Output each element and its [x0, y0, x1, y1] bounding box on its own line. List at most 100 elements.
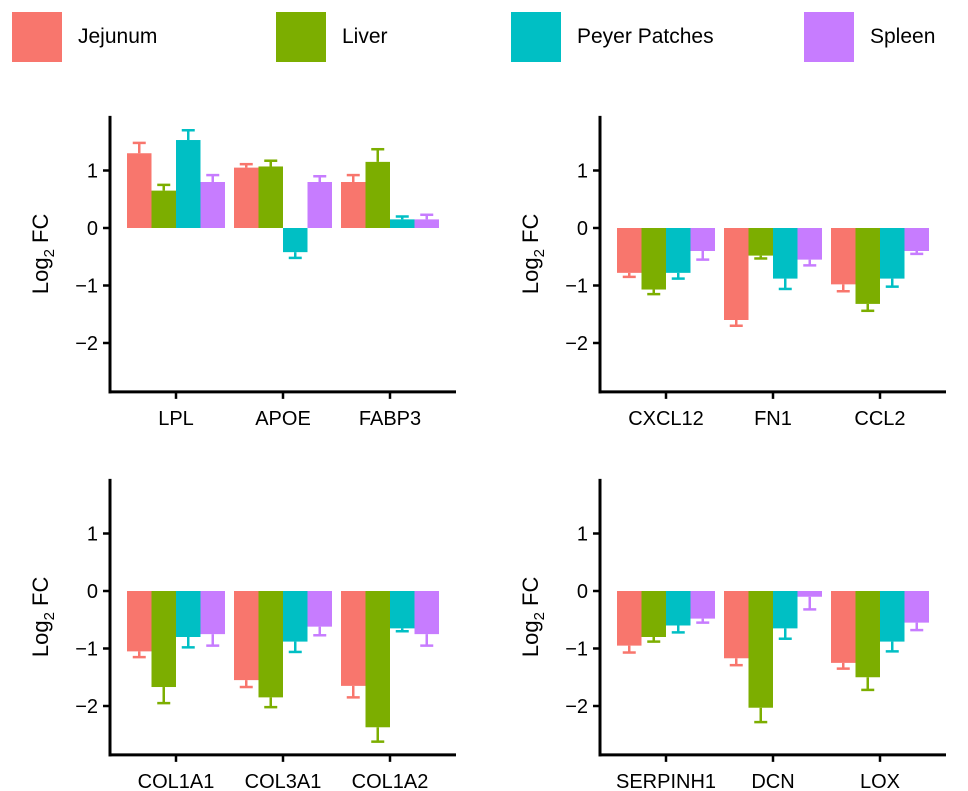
bar-col3a1-spleen: [307, 591, 332, 627]
x-tick-label: FABP3: [359, 408, 421, 430]
y-axis-label-subscript: 2: [41, 249, 58, 257]
x-tick-label: FN1: [754, 408, 792, 430]
bar-ccl2-peyer-patches: [880, 228, 905, 279]
bar-apoe-liver: [258, 166, 283, 228]
chart-panel-4: 1 0 −1 −2 Log2 FC SERPINH1 DCN LOX: [518, 478, 946, 791]
bar-lox-jejunum: [831, 591, 856, 663]
legend-swatch-jejunum: [12, 12, 62, 62]
bar-lpl-peyer-patches: [176, 140, 201, 228]
bar-dcn-spleen: [797, 591, 822, 597]
bar-cxcl12-liver: [641, 228, 666, 290]
bar-ccl2-jejunum: [831, 228, 856, 285]
bar-col1a2-liver: [365, 591, 390, 728]
y-tick-label: −2: [565, 696, 588, 718]
bar-fn1-peyer-patches: [773, 228, 798, 279]
legend: Jejunum Liver Peyer Patches Spleen: [0, 0, 968, 75]
y-axis-label-tail: FC: [518, 214, 543, 250]
bar-col3a1-jejunum: [234, 591, 259, 681]
bar-col1a2-jejunum: [341, 591, 366, 686]
y-tick-label: −2: [75, 333, 98, 355]
bar-ccl2-liver: [855, 228, 880, 304]
chart-panel-2: 1 0 −1 −2 Log2 FC CXCL12 FN1 CCL2: [518, 115, 946, 430]
bar-lpl-spleen: [200, 182, 225, 228]
y-tick-label: 1: [87, 524, 98, 546]
bar-col1a2-peyer-patches: [390, 591, 415, 629]
y-tick-label: 1: [577, 524, 588, 546]
y-tick-label: −1: [75, 276, 98, 298]
bar-lox-peyer-patches: [880, 591, 905, 642]
x-tick-label: APOE: [255, 408, 311, 430]
bar-fabp3-peyer-patches: [390, 219, 415, 228]
y-tick-label: 0: [87, 218, 98, 240]
bar-cxcl12-jejunum: [617, 228, 642, 273]
y-tick-label: −1: [565, 276, 588, 298]
bar-fn1-spleen: [797, 228, 822, 260]
legend-label-jejunum: Jejunum: [78, 25, 158, 48]
y-axis-label-tail: FC: [28, 214, 53, 250]
bar-fn1-jejunum: [724, 228, 749, 320]
y-axis-label-subscript: 2: [531, 249, 548, 257]
bar-apoe-jejunum: [234, 167, 259, 228]
bar-col3a1-liver: [258, 591, 283, 698]
y-axis-label: Log2 FC: [28, 577, 58, 658]
y-axis-label-main: Log: [28, 257, 53, 294]
legend-swatch-liver: [276, 12, 326, 62]
legend-label-peyer-patches: Peyer Patches: [577, 25, 714, 48]
y-tick-label: 0: [577, 581, 588, 603]
chart-panel-3: 1 0 −1 −2 Log2 FC COL1A1 COL3A1 COL1A2: [28, 478, 456, 791]
bar-col3a1-peyer-patches: [283, 591, 308, 642]
y-tick-label: −2: [565, 333, 588, 355]
bar-serpinh1-spleen: [690, 591, 715, 619]
bar-lox-liver: [855, 591, 880, 678]
bar-cxcl12-spleen: [690, 228, 715, 251]
x-tick-label: COL3A1: [245, 771, 322, 791]
bar-lpl-liver: [151, 190, 176, 228]
bar-col1a1-jejunum: [127, 591, 152, 652]
bar-fn1-liver: [748, 228, 773, 256]
bar-dcn-peyer-patches: [773, 591, 798, 629]
legend-swatch-peyer-patches: [511, 12, 561, 62]
legend-label-spleen: Spleen: [870, 25, 936, 48]
x-tick-label: CXCL12: [628, 408, 704, 430]
legend-label-liver: Liver: [342, 25, 388, 48]
y-axis-label-main: Log: [28, 620, 53, 657]
y-axis-label: Log2 FC: [518, 214, 548, 295]
y-axis-label-subscript: 2: [531, 612, 548, 620]
bar-serpinh1-peyer-patches: [666, 591, 691, 626]
y-tick-label: 1: [577, 161, 588, 183]
bar-dcn-liver: [748, 591, 773, 708]
y-axis-label-tail: FC: [28, 577, 53, 613]
legend-swatch-spleen: [804, 12, 854, 62]
y-axis-label-main: Log: [518, 257, 543, 294]
y-axis-label: Log2 FC: [518, 577, 548, 658]
y-tick-label: −2: [75, 696, 98, 718]
chart-panel-1: 1 0 −1 −2 Log2 FC LPL APOE FABP3: [28, 115, 456, 430]
bar-serpinh1-jejunum: [617, 591, 642, 646]
y-axis-label-subscript: 2: [41, 612, 58, 620]
bar-cxcl12-peyer-patches: [666, 228, 691, 273]
bar-col1a1-liver: [151, 591, 176, 688]
y-tick-label: −1: [75, 639, 98, 661]
bar-apoe-peyer-patches: [283, 228, 308, 253]
bar-col1a2-spleen: [414, 591, 439, 635]
bar-col1a1-peyer-patches: [176, 591, 201, 637]
bar-apoe-spleen: [307, 182, 332, 228]
bar-fabp3-spleen: [414, 219, 439, 228]
y-tick-label: 0: [87, 581, 98, 603]
bar-fabp3-jejunum: [341, 182, 366, 228]
bar-lox-spleen: [904, 591, 929, 623]
x-tick-label: LOX: [860, 771, 900, 791]
x-tick-label: DCN: [751, 771, 794, 791]
x-tick-label: SERPINH1: [616, 771, 716, 791]
x-tick-label: COL1A2: [352, 771, 429, 791]
y-axis-label-tail: FC: [518, 577, 543, 613]
bar-ccl2-spleen: [904, 228, 929, 251]
y-tick-label: 1: [87, 161, 98, 183]
y-tick-label: 0: [577, 218, 588, 240]
x-tick-label: COL1A1: [138, 771, 215, 791]
bar-col1a1-spleen: [200, 591, 225, 635]
x-tick-label: CCL2: [854, 408, 905, 430]
y-axis-label: Log2 FC: [28, 214, 58, 295]
